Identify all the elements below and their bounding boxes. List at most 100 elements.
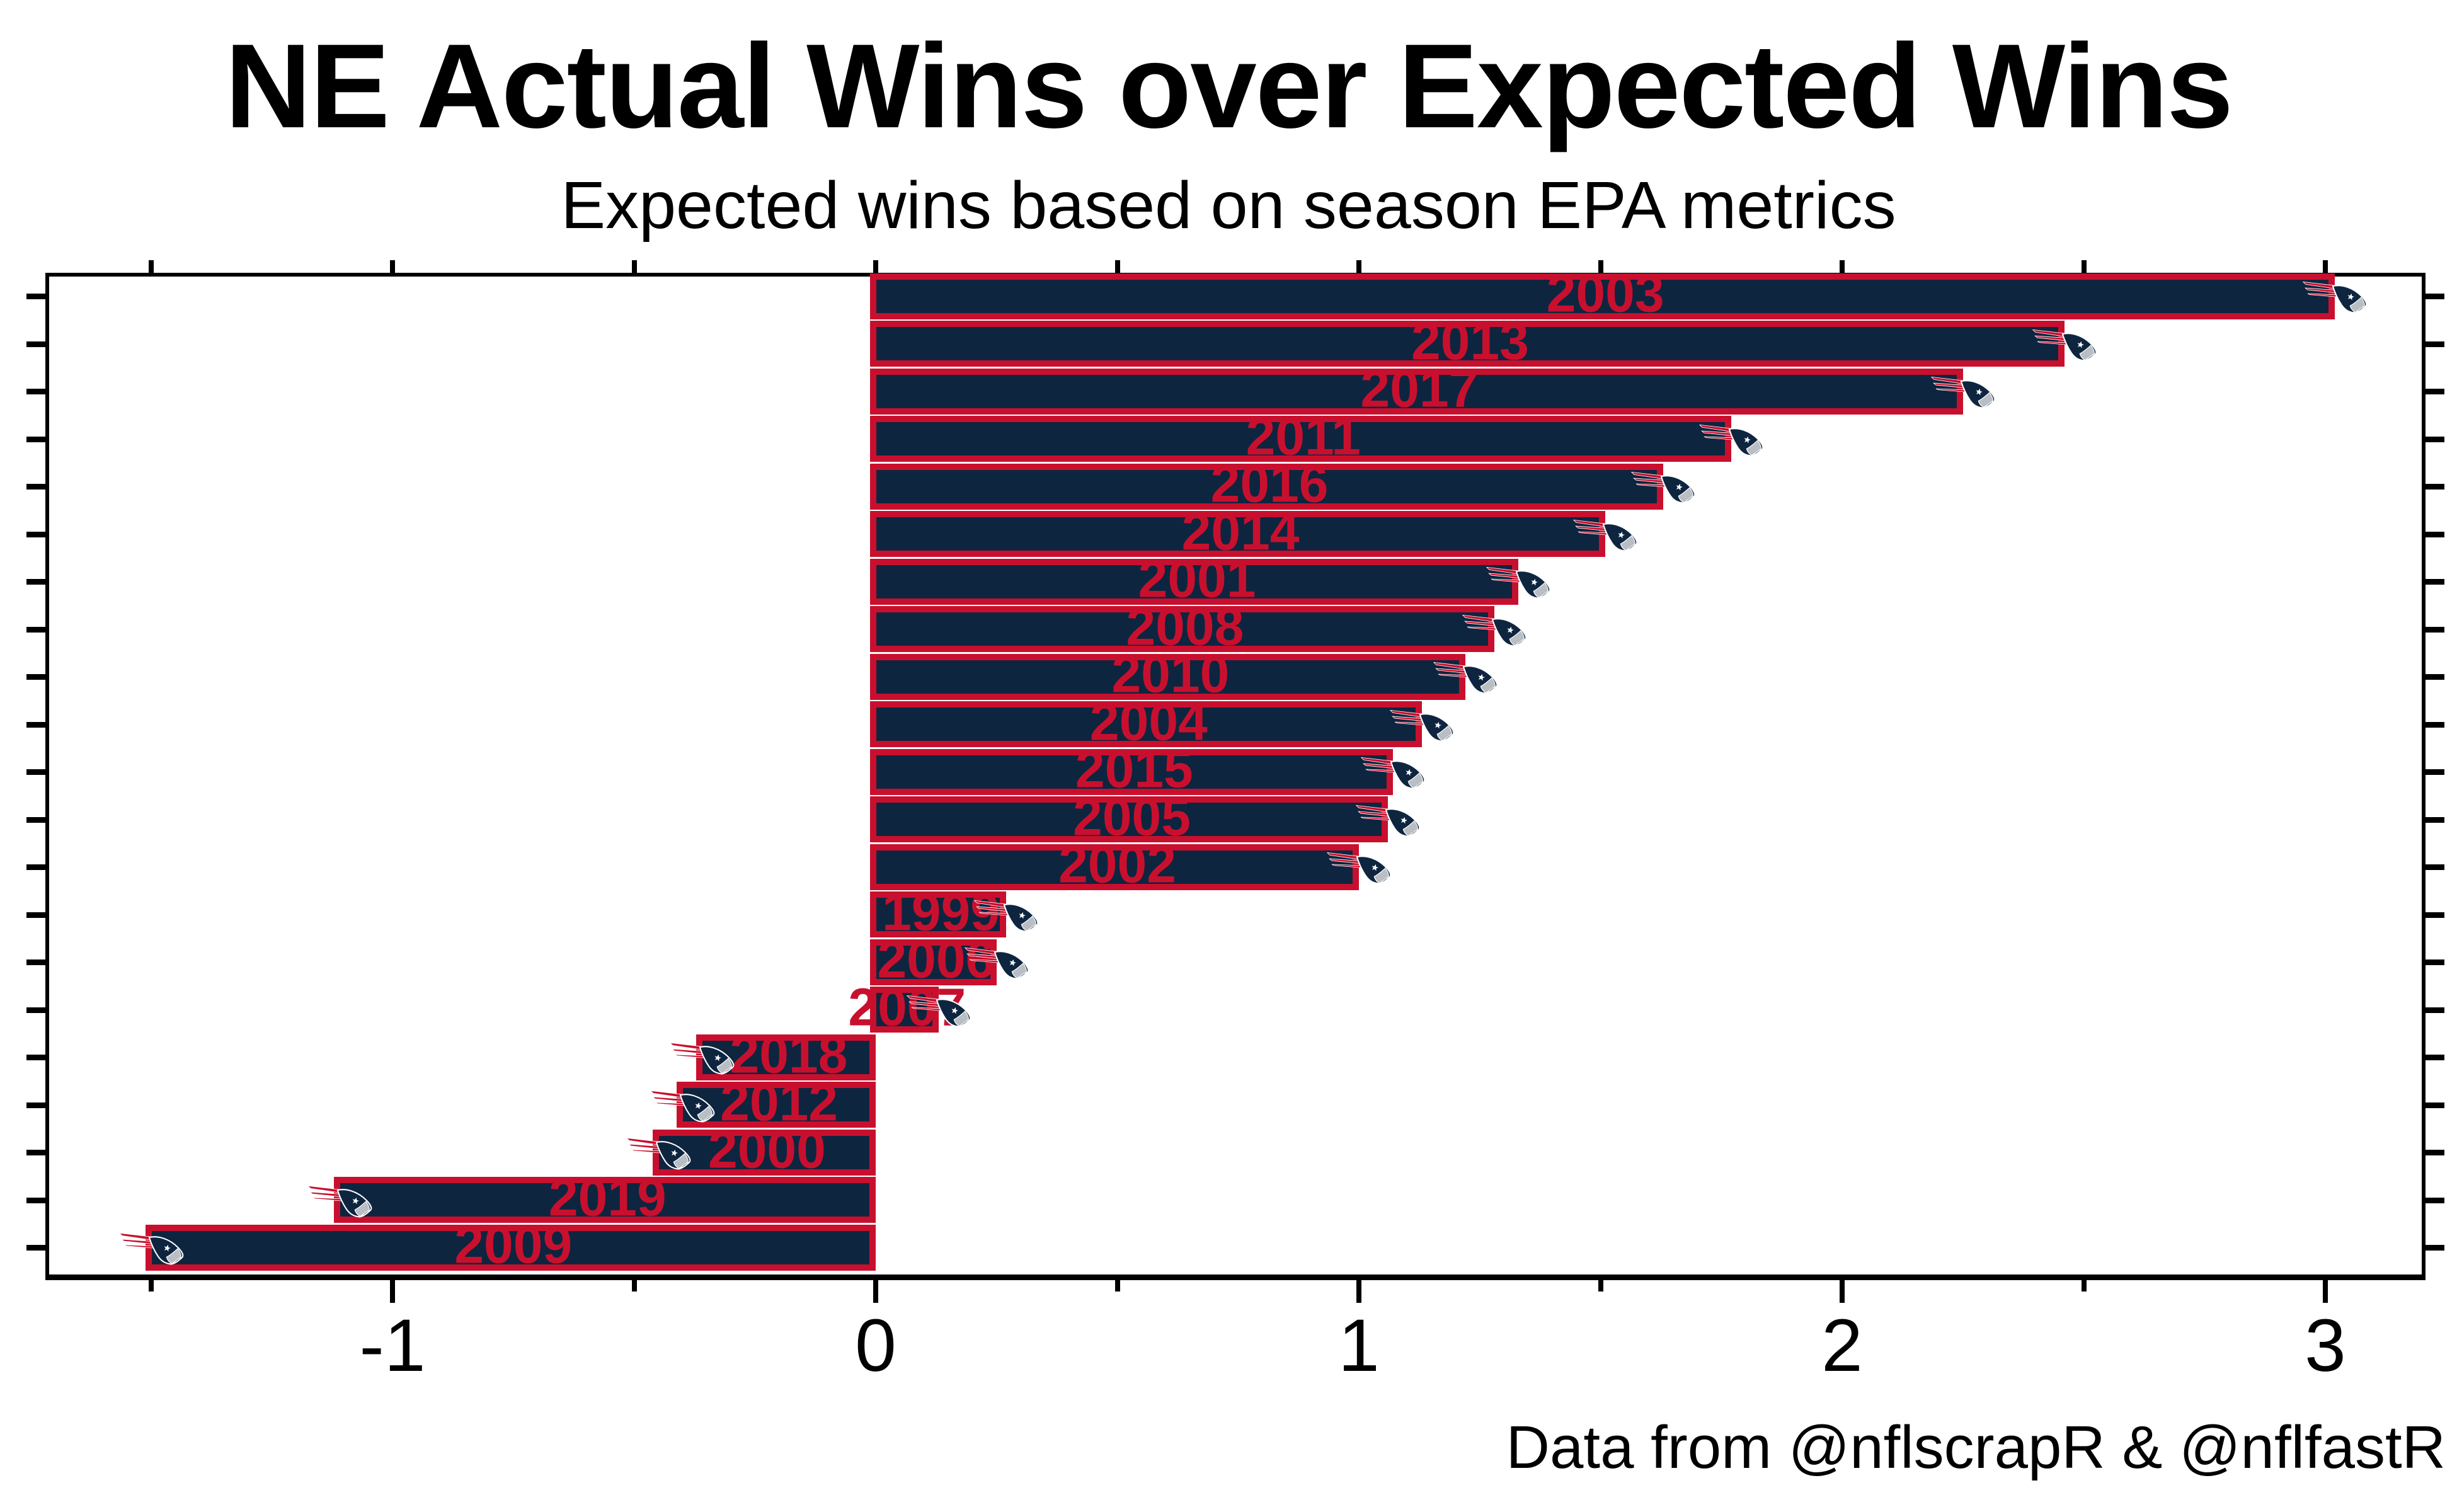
x-axis-top-tick [390, 260, 395, 273]
bar-label-2011: 2011 [1246, 406, 1361, 466]
bar-label-2013: 2013 [1411, 311, 1529, 371]
y-axis-right-tick [2426, 1150, 2444, 1155]
x-axis-top-tick [873, 260, 878, 273]
bar-label-2009: 2009 [454, 1215, 573, 1274]
y-axis-right-tick [2426, 531, 2444, 537]
y-axis-right-tick [2426, 294, 2444, 299]
y-axis-right-tick [2426, 1245, 2444, 1251]
y-axis-right-tick [2426, 1197, 2444, 1203]
y-axis-left-tick [26, 912, 45, 918]
bar-label-2012: 2012 [720, 1072, 839, 1132]
y-axis-left-tick [26, 1197, 45, 1203]
y-axis-left-tick [26, 294, 45, 299]
y-axis-right-tick [2426, 769, 2444, 775]
y-axis-right-tick [2426, 864, 2444, 870]
x-axis-minor-tick [1598, 1280, 1603, 1292]
y-axis-right-tick [2426, 912, 2444, 918]
y-axis-left-tick [26, 579, 45, 585]
bar-2009 [145, 1224, 876, 1271]
bar-2012 [677, 1082, 876, 1128]
x-axis-top-tick [1598, 260, 1603, 273]
x-axis-top-tick [631, 260, 637, 273]
x-axis-tick-label: -1 [359, 1304, 426, 1387]
y-axis-right-tick [2426, 1007, 2444, 1013]
x-axis-major-tick [2323, 1280, 2328, 1303]
bar-label-2015: 2015 [1075, 739, 1193, 799]
x-axis-tick-label: 0 [855, 1304, 896, 1387]
bar-label-1999: 1999 [882, 882, 1000, 942]
y-axis-right-tick [2426, 674, 2444, 680]
x-axis-top-tick [1114, 260, 1120, 273]
chart-title: NE Actual Wins over Expected Wins [225, 20, 2233, 153]
x-axis-top-tick [1840, 260, 1845, 273]
y-axis-right-tick [2426, 436, 2444, 442]
y-axis-left-tick [26, 484, 45, 490]
x-axis-major-tick [1840, 1280, 1845, 1303]
bar-label-2008: 2008 [1126, 597, 1244, 656]
y-axis-left-tick [26, 769, 45, 775]
bar-label-2014: 2014 [1181, 501, 1300, 561]
x-axis-minor-tick [1114, 1280, 1120, 1292]
chart-subtitle: Expected wins based on season EPA metric… [561, 168, 1896, 243]
y-axis-right-tick [2426, 626, 2444, 633]
x-axis-major-tick [1356, 1280, 1361, 1303]
bar-label-2018: 2018 [730, 1024, 848, 1084]
bar-2013 [870, 321, 2065, 367]
bar-label-2019: 2019 [548, 1167, 667, 1227]
y-axis-right-tick [2426, 1102, 2444, 1108]
y-axis-left-tick [26, 674, 45, 680]
x-axis-minor-tick [2081, 1280, 2087, 1292]
bar-label-2003: 2003 [1546, 263, 1664, 323]
y-axis-left-tick [26, 1055, 45, 1060]
x-axis-minor-tick [631, 1280, 637, 1292]
y-axis-left-tick [26, 436, 45, 442]
bar-2008 [870, 606, 1494, 652]
y-axis-right-tick [2426, 959, 2444, 965]
bar-label-2004: 2004 [1089, 692, 1208, 752]
y-axis-left-tick [26, 389, 45, 394]
y-axis-left-tick [26, 341, 45, 347]
x-axis-tick-label: 3 [2305, 1304, 2346, 1387]
bar-2015 [870, 748, 1393, 795]
x-axis-minor-tick [148, 1280, 154, 1292]
x-axis-top-tick [148, 260, 154, 273]
bar-label-2005: 2005 [1073, 787, 1191, 847]
y-axis-left-tick [26, 626, 45, 633]
bar-2010 [870, 653, 1465, 700]
bar-2016 [870, 463, 1664, 510]
y-axis-right-tick [2426, 1055, 2444, 1060]
y-axis-right-tick [2426, 389, 2444, 394]
y-axis-left-tick [26, 721, 45, 728]
bar-2011 [870, 416, 1731, 462]
x-axis-major-tick [390, 1280, 395, 1303]
y-axis-left-tick [26, 864, 45, 870]
y-axis-right-tick [2426, 484, 2444, 490]
y-axis-left-tick [26, 1150, 45, 1155]
bar-2004 [870, 701, 1422, 747]
bar-label-2017: 2017 [1360, 358, 1479, 418]
bar-label-2001: 2001 [1138, 549, 1256, 609]
bar-2006 [870, 939, 997, 985]
bar-label-2016: 2016 [1210, 454, 1329, 513]
bar-label-2000: 2000 [707, 1120, 826, 1179]
bar-label-2010: 2010 [1111, 644, 1230, 704]
y-axis-left-tick [26, 959, 45, 965]
y-axis-left-tick [26, 816, 45, 823]
x-axis-top-tick [2081, 260, 2087, 273]
y-axis-left-tick [26, 1102, 45, 1108]
x-axis-top-tick [1356, 260, 1361, 273]
y-axis-right-tick [2426, 579, 2444, 585]
bar-2002 [870, 844, 1359, 890]
x-axis-tick-label: 1 [1338, 1304, 1380, 1387]
y-axis-right-tick [2426, 721, 2444, 728]
bar-2014 [870, 511, 1606, 557]
y-axis-left-tick [26, 1245, 45, 1251]
y-axis-right-tick [2426, 816, 2444, 823]
chart-caption: Data from @nflscrapR & @nflfastR [1506, 1414, 2446, 1481]
y-axis-right-tick [2426, 341, 2444, 347]
y-axis-left-tick [26, 1007, 45, 1013]
x-axis-tick-label: 2 [1821, 1304, 1863, 1387]
bar-2001 [870, 558, 1519, 605]
